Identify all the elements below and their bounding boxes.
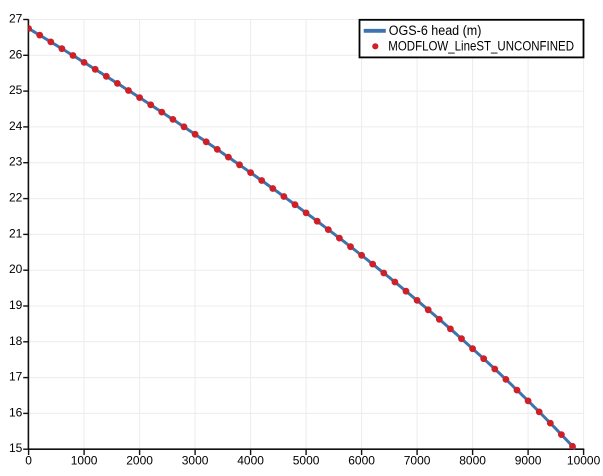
- svg-text:19: 19: [9, 298, 23, 312]
- svg-text:MODFLOW_LineST_UNCONFINED: MODFLOW_LineST_UNCONFINED: [388, 38, 574, 53]
- svg-text:17: 17: [9, 370, 23, 384]
- svg-text:27: 27: [9, 12, 23, 26]
- svg-text:23: 23: [9, 155, 23, 169]
- svg-text:4000: 4000: [237, 454, 264, 468]
- svg-text:3000: 3000: [182, 454, 209, 468]
- svg-text:15: 15: [9, 441, 23, 455]
- svg-text:5000: 5000: [293, 454, 320, 468]
- svg-text:18: 18: [9, 334, 23, 348]
- svg-text:2000: 2000: [126, 454, 153, 468]
- svg-text:0: 0: [25, 454, 32, 468]
- svg-text:20: 20: [9, 262, 23, 276]
- svg-text:16: 16: [9, 405, 23, 419]
- svg-text:26: 26: [9, 47, 23, 61]
- svg-text:10000: 10000: [567, 454, 601, 468]
- svg-text:7000: 7000: [404, 454, 431, 468]
- svg-text:21: 21: [9, 226, 23, 240]
- svg-text:24: 24: [9, 119, 23, 133]
- svg-text:8000: 8000: [459, 454, 486, 468]
- svg-text:9000: 9000: [515, 454, 542, 468]
- svg-text:6000: 6000: [348, 454, 375, 468]
- svg-text:22: 22: [9, 191, 23, 205]
- svg-text:25: 25: [9, 83, 23, 97]
- svg-text:OGS-6 head (m): OGS-6 head (m): [389, 23, 482, 38]
- svg-text:1000: 1000: [71, 454, 98, 468]
